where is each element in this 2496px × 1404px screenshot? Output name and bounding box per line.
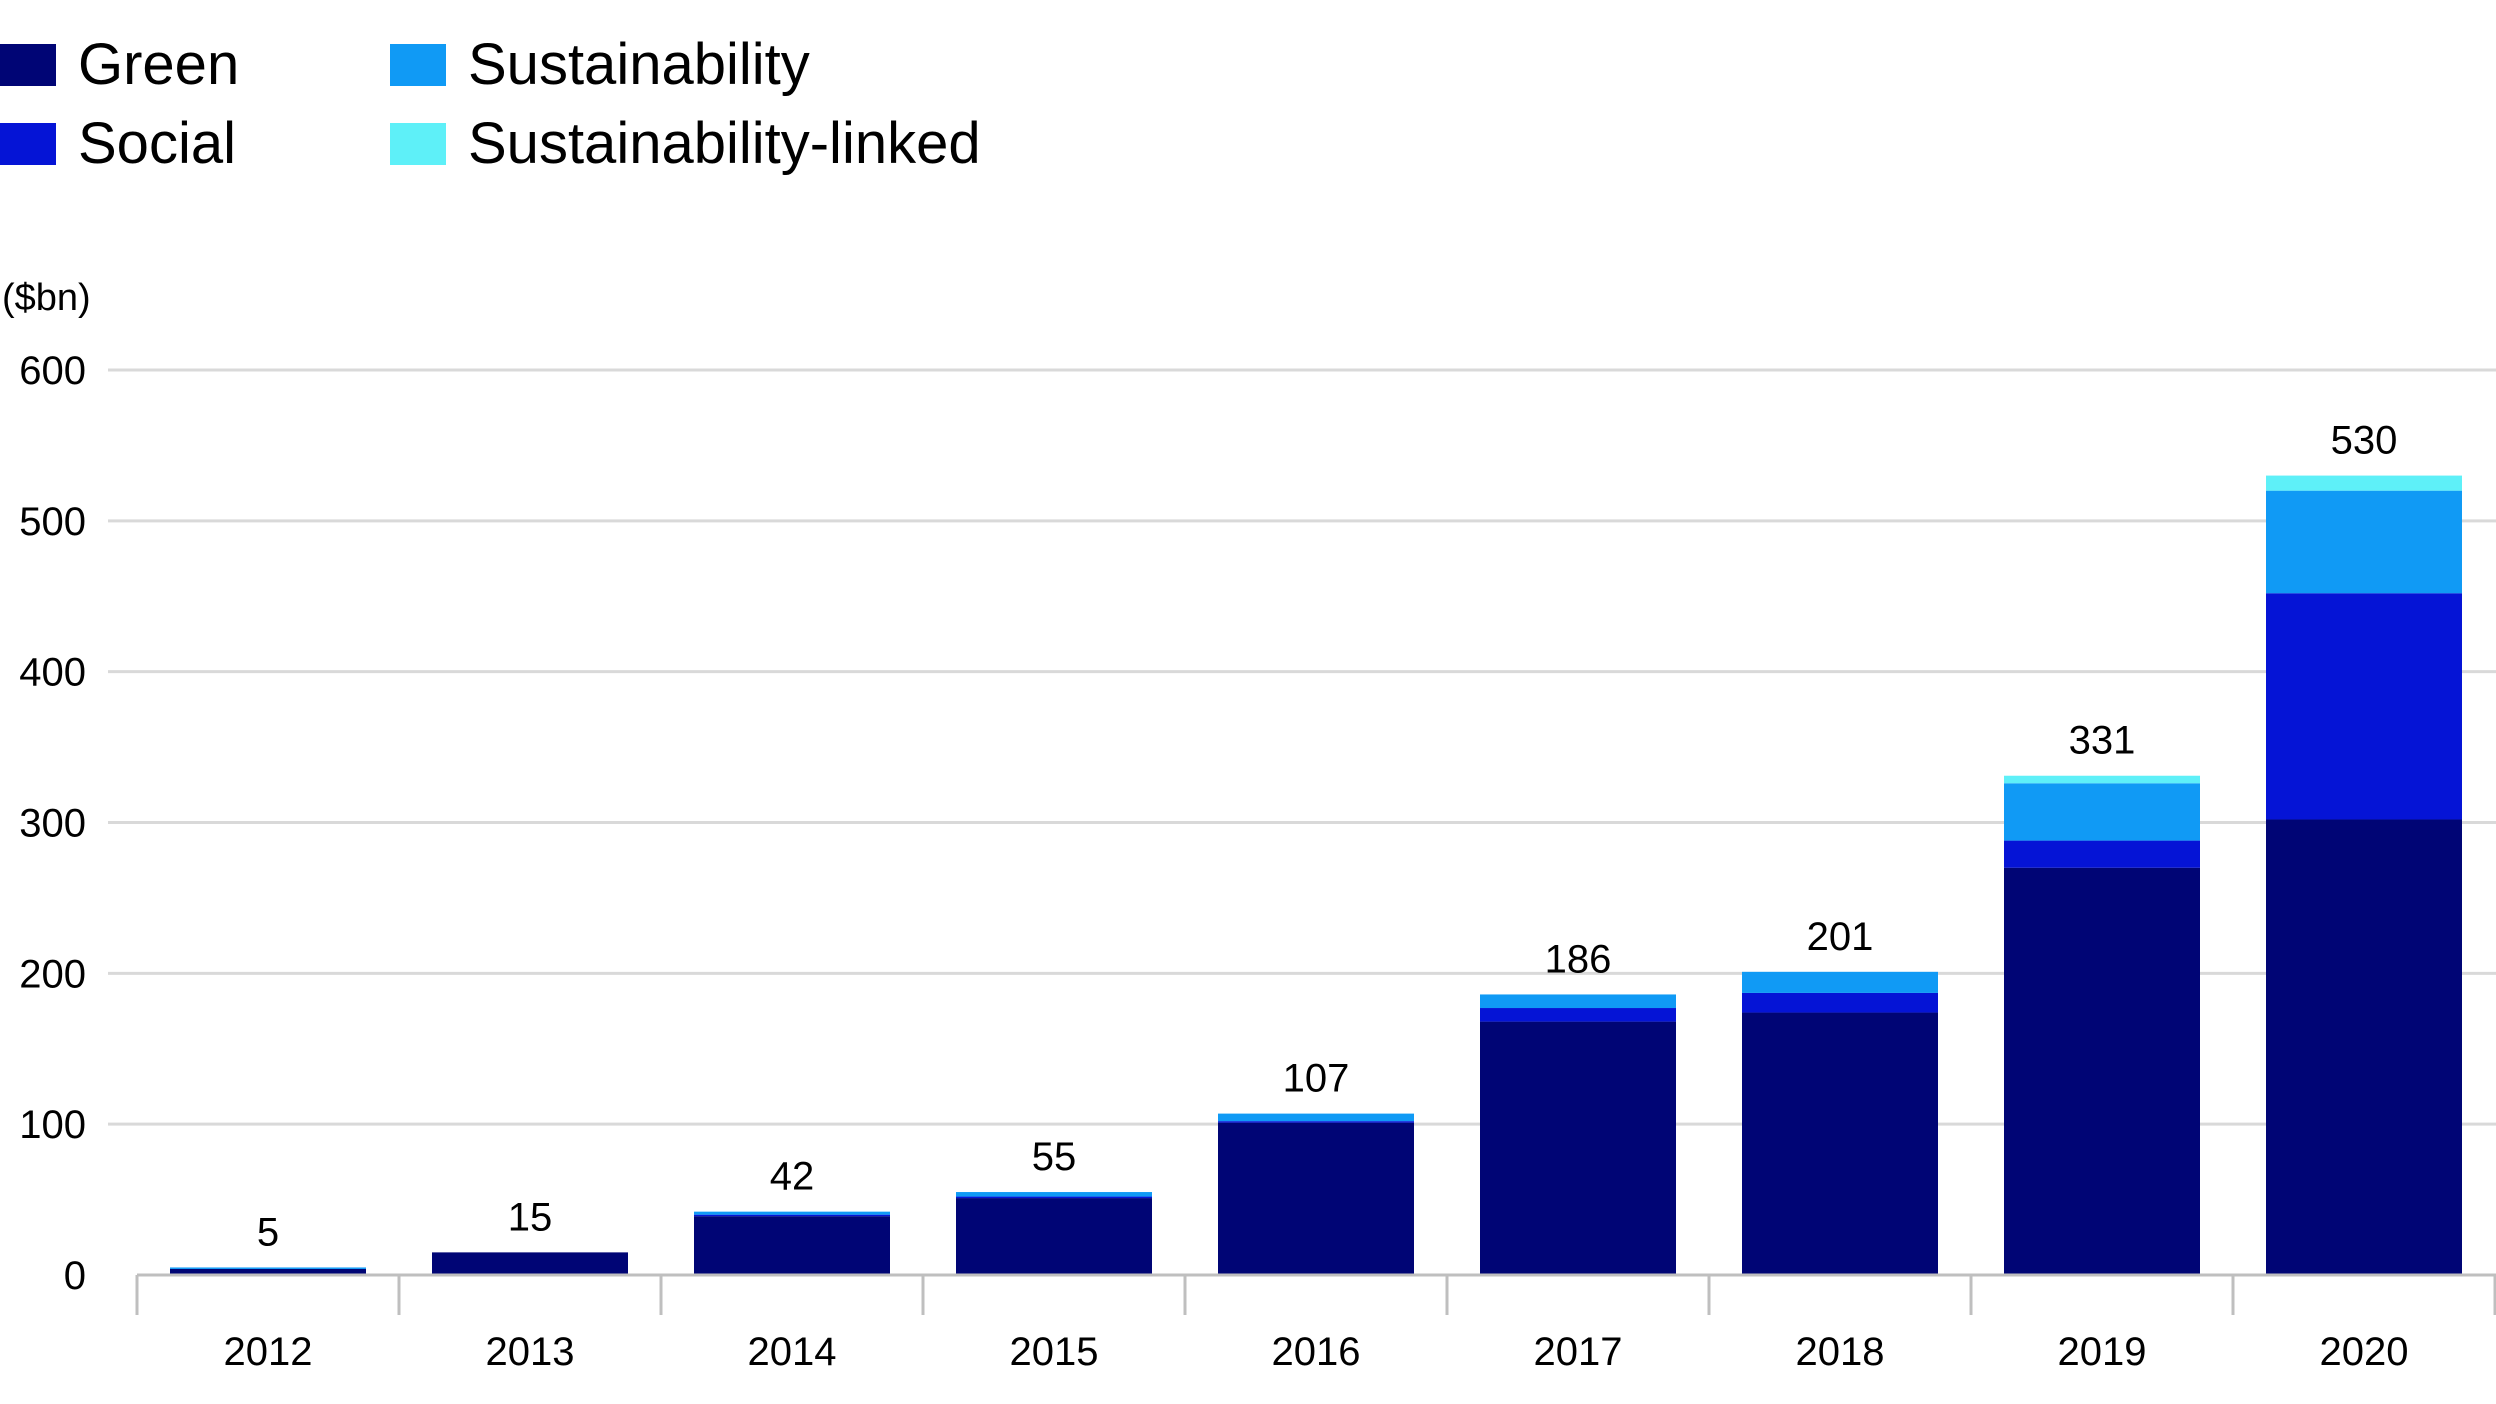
x-tick-2013: 2013 (486, 1330, 575, 1374)
bar-2014-green (694, 1216, 890, 1275)
y-tick-500: 500 (19, 500, 86, 544)
x-tick-2016: 2016 (1272, 1330, 1361, 1374)
bar-2016-green (1218, 1122, 1414, 1275)
x-tick-2019: 2019 (2058, 1330, 2147, 1374)
x-tick-2020: 2020 (2320, 1330, 2409, 1374)
bar-2017-sustainability (1480, 994, 1676, 1009)
bar-2020-social (2266, 593, 2462, 820)
bar-2017-green (1480, 1021, 1676, 1275)
bar-2019-social (2004, 840, 2200, 868)
bar-2014-sustainability (694, 1211, 890, 1215)
bars (170, 475, 2462, 1275)
legend-label-2: Social (78, 111, 236, 176)
x-tick-2018: 2018 (1796, 1330, 1885, 1374)
y-tick-labels: 0 100 200 300 400 500 600 (19, 349, 86, 1298)
total-labels: 5 15 42 55 107 186 201 331 530 (257, 419, 2398, 1255)
bar-2017-social (1480, 1008, 1676, 1022)
total-label-2012: 5 (257, 1210, 279, 1254)
legend-swatch-1 (0, 44, 56, 86)
y-tick-200: 200 (19, 952, 86, 996)
legend-swatch-3 (390, 44, 446, 86)
x-tick-2017: 2017 (1534, 1330, 1623, 1374)
bar-2018-green (1742, 1012, 1938, 1275)
y-tick-600: 600 (19, 349, 86, 393)
bar-2015-social (956, 1196, 1152, 1199)
bar-2018-social (1742, 992, 1938, 1013)
bar-2015-green (956, 1198, 1152, 1275)
legend-label-3: Sustainability (468, 32, 810, 97)
total-label-2015: 55 (1032, 1135, 1077, 1179)
bar-2014-social (694, 1214, 890, 1217)
bar-2013-green (432, 1252, 628, 1275)
y-unit-label: ($bn) (2, 277, 91, 319)
bar-2015-sustainability (956, 1192, 1152, 1197)
bar-2019-sustainability-linked (2004, 775, 2200, 784)
bar-2019-sustainability (2004, 783, 2200, 841)
y-tick-0: 0 (64, 1254, 86, 1298)
x-tick-2012: 2012 (224, 1330, 313, 1374)
x-tick-2014: 2014 (748, 1330, 837, 1374)
bar-2016-social (1218, 1121, 1414, 1123)
bar-2016-sustainability (1218, 1113, 1414, 1122)
bar-2020-green (2266, 819, 2462, 1275)
bar-2012-green (170, 1268, 366, 1275)
y-tick-300: 300 (19, 802, 86, 846)
y-tick-400: 400 (19, 651, 86, 695)
legend-swatch-4 (390, 123, 446, 165)
total-label-2017: 186 (1545, 937, 1612, 981)
bar-2020-sustainability (2266, 490, 2462, 594)
total-label-2020: 530 (2331, 419, 2398, 463)
total-label-2016: 107 (1283, 1057, 1350, 1101)
total-label-2013: 15 (508, 1195, 553, 1239)
bar-2019-green (2004, 867, 2200, 1275)
y-tick-100: 100 (19, 1103, 86, 1147)
x-tick-2015: 2015 (1010, 1330, 1099, 1374)
total-label-2019: 331 (2069, 719, 2136, 763)
bar-2012-sustainability (170, 1267, 366, 1269)
legend-swatch-2 (0, 123, 56, 165)
bar-2020-sustainability-linked (2266, 475, 2462, 491)
legend-label-1: Green (78, 32, 239, 97)
total-label-2014: 42 (770, 1155, 815, 1199)
legend-label-4: Sustainability-linked (468, 111, 981, 176)
bar-2018-sustainability (1742, 971, 1938, 993)
x-axis: 2012 2013 2014 2015 2016 2017 2018 2019 2020 (135, 1273, 2496, 1374)
legend: Green Social Sustainability Sustainability-… (0, 32, 981, 176)
total-label-2018: 201 (1807, 915, 1874, 959)
